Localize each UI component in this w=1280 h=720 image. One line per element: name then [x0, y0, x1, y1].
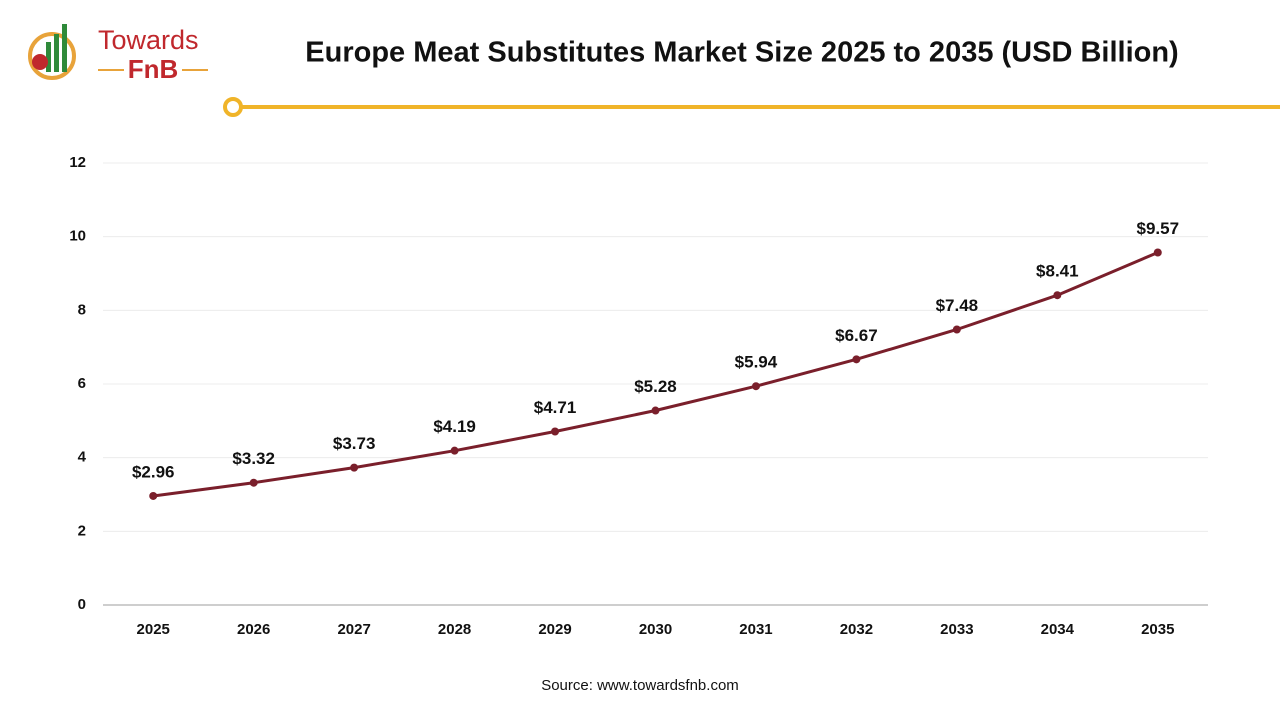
chart-title: Europe Meat Substitutes Market Size 2025… — [305, 37, 1178, 69]
title-rule-dot — [223, 97, 243, 117]
x-tick-label: 2027 — [337, 621, 370, 638]
y-tick-label: 4 — [78, 449, 87, 466]
y-tick-label: 12 — [69, 154, 86, 171]
value-label: $8.41 — [1036, 262, 1079, 281]
y-tick-label: 8 — [78, 301, 86, 318]
point — [149, 491, 158, 500]
value-label: $5.94 — [735, 353, 778, 372]
x-tick-label: 2030 — [639, 621, 672, 638]
y-tick-label: 0 — [78, 596, 86, 613]
x-tick-label: 2029 — [538, 621, 571, 638]
x-tick-label: 2026 — [237, 621, 270, 638]
value-label: $6.67 — [835, 326, 878, 345]
y-tick-label: 6 — [78, 375, 86, 392]
x-tick-label: 2035 — [1141, 621, 1174, 638]
x-tick-label: 2031 — [739, 621, 772, 638]
point — [551, 427, 560, 436]
point — [1153, 248, 1162, 257]
value-label: $4.71 — [534, 398, 577, 417]
value-label: $5.28 — [634, 377, 677, 396]
point — [751, 382, 760, 391]
point — [350, 463, 359, 472]
logo: Towards FnB — [28, 24, 208, 84]
logo-bar — [54, 34, 59, 72]
point — [651, 406, 660, 415]
source: Source: www.towardsfnb.com — [541, 677, 739, 694]
logo-ring — [28, 32, 76, 80]
logo-dot — [32, 54, 48, 70]
point — [249, 478, 258, 487]
logo-text: Towards — [98, 25, 199, 55]
point — [852, 355, 861, 364]
logo-bar — [46, 42, 51, 72]
value-label: $4.19 — [433, 417, 476, 436]
value-label: $7.48 — [936, 296, 979, 315]
logo-bar — [62, 24, 67, 72]
x-tick-label: 2033 — [940, 621, 973, 638]
point — [952, 325, 961, 334]
logo-text: FnB — [128, 54, 179, 84]
value-label: $3.73 — [333, 434, 376, 453]
x-tick-label: 2028 — [438, 621, 471, 638]
point — [1053, 291, 1062, 300]
value-label: $3.32 — [232, 449, 275, 468]
y-tick-label: 2 — [78, 522, 86, 539]
x-tick-label: 2034 — [1041, 621, 1075, 638]
value-label: $2.96 — [132, 462, 175, 481]
point — [450, 446, 459, 455]
y-tick-label: 10 — [69, 228, 86, 245]
value-label: $9.57 — [1136, 219, 1179, 238]
x-tick-label: 2032 — [840, 621, 873, 638]
x-tick-label: 2025 — [137, 621, 170, 638]
